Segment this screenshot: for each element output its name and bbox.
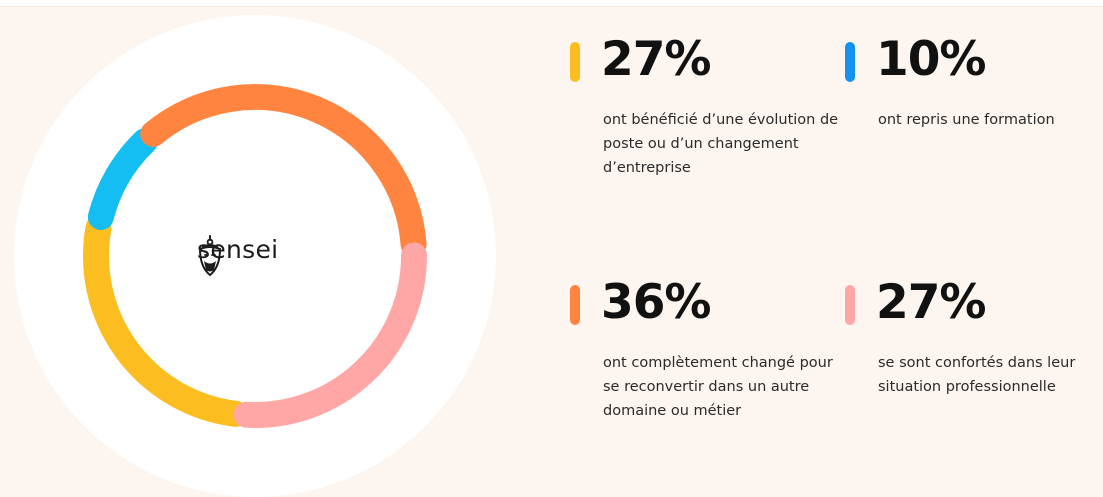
stat-description: ont bénéficié d’une évolution de poste o… xyxy=(603,112,839,176)
header-divider xyxy=(0,0,1103,7)
donut-slice xyxy=(83,214,249,427)
donut-svg xyxy=(14,15,496,497)
stat-value: 36% xyxy=(601,275,711,330)
donut-chart: sensei xyxy=(14,15,496,497)
stat-value: 27% xyxy=(876,275,986,330)
stat-color-bar xyxy=(570,42,580,82)
stat-value: 10% xyxy=(876,32,986,87)
stat-color-bar xyxy=(845,42,855,82)
stat-description: ont complètement changé pour se reconver… xyxy=(603,355,833,419)
stat-value: 27% xyxy=(601,32,711,87)
donut-slice xyxy=(140,84,427,258)
donut-slice xyxy=(87,128,158,230)
stat-color-bar xyxy=(845,285,855,325)
stat-description: ont repris une formation xyxy=(878,112,1055,128)
donut-slice xyxy=(233,242,427,428)
stat-color-bar xyxy=(570,285,580,325)
sensei-face-icon xyxy=(198,235,222,277)
brand-logo: sensei xyxy=(197,235,278,277)
stat-description: se sont confortés dans leur situation pr… xyxy=(878,355,1076,395)
